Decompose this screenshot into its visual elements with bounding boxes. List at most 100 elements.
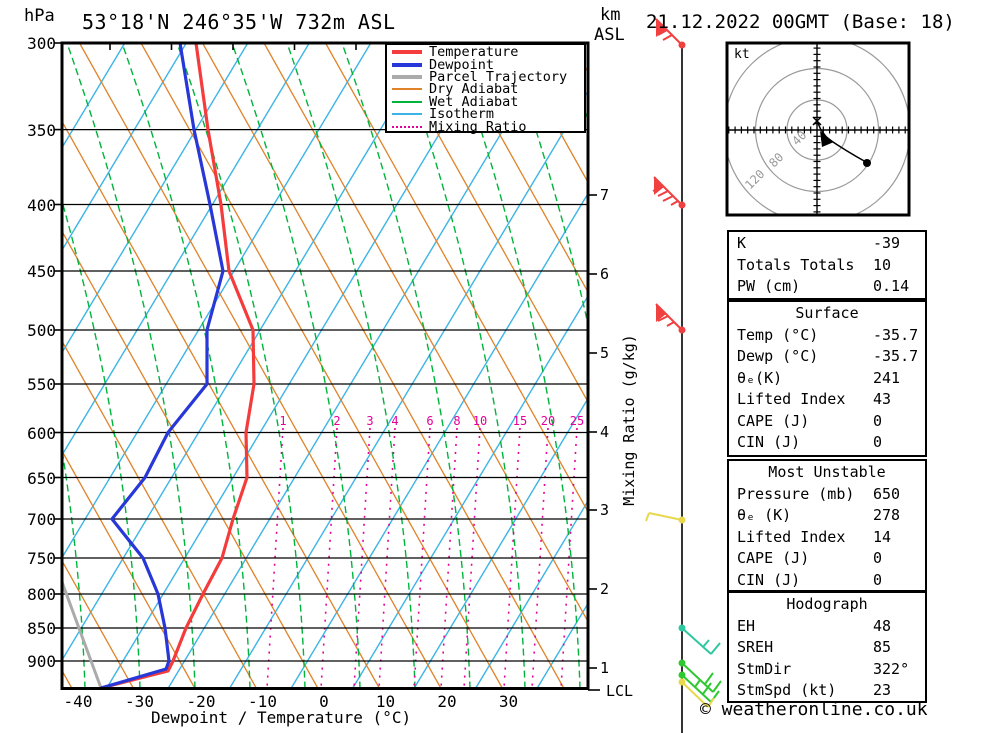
table-section-title: Surface xyxy=(795,304,859,322)
mixing-ratio-line xyxy=(320,427,338,689)
dry-adiabat-line xyxy=(62,230,319,689)
table-row: Lifted Index 14 xyxy=(729,526,925,548)
temp-axis-label: -30 xyxy=(125,692,154,711)
wind-barb-icon xyxy=(678,624,721,655)
wind-barb-pennant xyxy=(656,19,666,37)
pressure-label: 700 xyxy=(27,510,56,529)
wet-adiabat-line xyxy=(62,198,141,689)
table-row: CIN (J) 0 xyxy=(729,569,925,591)
table-row-value: 241 xyxy=(873,368,901,387)
table-row-label: PW (cm) xyxy=(737,277,801,295)
table-row-value: 0 xyxy=(873,570,883,589)
plot-border xyxy=(60,41,590,690)
table-row-value: 10 xyxy=(873,255,892,274)
indices-table: K -39 Totals Totals 10 PW (cm) 0.14 xyxy=(727,230,927,300)
legend-box: Temperature Dewpoint Parcel Trajectory Dry … xyxy=(385,43,586,133)
table-row-value: -39 xyxy=(873,234,901,252)
wet-adiabat-line xyxy=(62,445,86,689)
wind-barb-shaft xyxy=(681,627,721,655)
dry-adiabat-line xyxy=(62,120,381,689)
lcl-label: LCL xyxy=(606,682,634,700)
temp-axis-label: 0 xyxy=(319,692,329,711)
legend-item: Isotherm xyxy=(387,106,584,123)
wind-barb-shaft xyxy=(645,512,683,522)
wet-adiabat-line xyxy=(396,43,526,689)
dry-adiabat-line xyxy=(62,559,135,689)
legend-label: Isotherm xyxy=(429,106,495,123)
table-row: CAPE (J) 0 xyxy=(729,410,925,432)
wind-barb-icon xyxy=(655,18,686,49)
wind-barb-shaft xyxy=(681,681,715,708)
pressure-label: 300 xyxy=(27,34,56,53)
mixing-ratio-label: 6 xyxy=(426,414,434,428)
table-row-value: 278 xyxy=(873,506,901,524)
indices-table: Surface Temp (°C) -35.7 Dewp (°C) -35.7 θₑ(K)… xyxy=(727,300,927,457)
isotherm-line xyxy=(62,43,310,457)
table-row-value: 0 xyxy=(873,549,883,567)
wind-barb-icon xyxy=(645,512,686,524)
table-row-value: 0 xyxy=(873,411,883,430)
table-row-label: StmSpd (kt) xyxy=(737,681,837,699)
table-row: θₑ (K) 278 xyxy=(729,504,925,526)
legend-item: Parcel Trajectory xyxy=(387,68,584,85)
mixing-ratio-line xyxy=(503,427,521,689)
pressure-label: 800 xyxy=(27,585,56,604)
isotherm-line xyxy=(62,43,372,560)
dry-adiabat-line xyxy=(386,43,588,404)
table-row-label: Dewp (°C) xyxy=(737,347,819,365)
table-row: PW (cm) 0.14 xyxy=(729,275,925,297)
table-row: CIN (J) 0 xyxy=(729,431,925,453)
hodograph-end-dot xyxy=(863,159,871,167)
table-row: K -39 xyxy=(729,232,925,254)
pressure-label: 750 xyxy=(27,549,56,568)
legend-label: Parcel Trajectory xyxy=(429,68,568,85)
temp-axis-label: -20 xyxy=(186,692,216,711)
mixing-ratio-label: 1 xyxy=(279,414,287,428)
mixing-ratio-line xyxy=(531,427,549,689)
temperature-curve xyxy=(100,43,256,689)
legend-swatch xyxy=(392,88,422,91)
table-row-label: θₑ(K) xyxy=(737,368,783,387)
table-row-label: SREH xyxy=(737,638,774,656)
km-label: 7 xyxy=(600,186,610,204)
legend-swatch xyxy=(392,100,422,103)
table-row-label: Pressure (mb) xyxy=(737,484,855,503)
km-label: 2 xyxy=(600,580,610,598)
wind-barb-shaft xyxy=(681,674,720,703)
hodograph-border xyxy=(725,41,911,217)
table-row-value: -35.7 xyxy=(873,325,919,344)
legend-label: Wet Adiabat xyxy=(429,93,519,110)
isotherm-line xyxy=(474,499,588,689)
wind-barb-station-dot xyxy=(678,326,686,334)
pressure-label: 500 xyxy=(27,321,56,340)
copyright-footer: © weatheronline.co.uk xyxy=(700,699,928,720)
km-label: 4 xyxy=(600,423,610,441)
wet-adiabat-line xyxy=(286,43,416,689)
isotherm-line xyxy=(351,294,588,689)
mixing-ratio-label: 8 xyxy=(453,414,461,428)
mixing-ratio-label: 25 xyxy=(569,414,585,428)
legend-item: Wet Adiabat xyxy=(387,93,584,110)
temp-axis-title: Dewpoint / Temperature (°C) xyxy=(151,708,412,727)
mixing-ratio-line xyxy=(560,427,578,689)
table-row-label: StmDir xyxy=(737,659,792,678)
dry-adiabat-line xyxy=(62,449,196,689)
table-row: StmSpd (kt) 23 xyxy=(729,679,925,701)
legend-swatch xyxy=(392,62,422,67)
table-row-label: Temp (°C) xyxy=(737,325,819,344)
mixing-ratio-line xyxy=(266,427,284,689)
table-row-label: Lifted Index xyxy=(737,527,846,546)
table-row: θₑ(K) 241 xyxy=(729,367,925,389)
km-label: 6 xyxy=(600,265,610,283)
dry-adiabat-line xyxy=(201,43,565,689)
km-label: 3 xyxy=(600,501,610,519)
legend-label: Mixing Ratio xyxy=(429,118,527,135)
table-row-value: 85 xyxy=(873,638,892,656)
table-row-value: 0 xyxy=(873,433,883,451)
pressure-axis-unit: hPa xyxy=(24,6,55,26)
table-row: Lifted Index 43 xyxy=(729,388,925,410)
legend-label: Dry Adiabat xyxy=(429,81,519,98)
table-row: SREH 85 xyxy=(729,636,925,658)
legend-swatch xyxy=(392,50,422,55)
